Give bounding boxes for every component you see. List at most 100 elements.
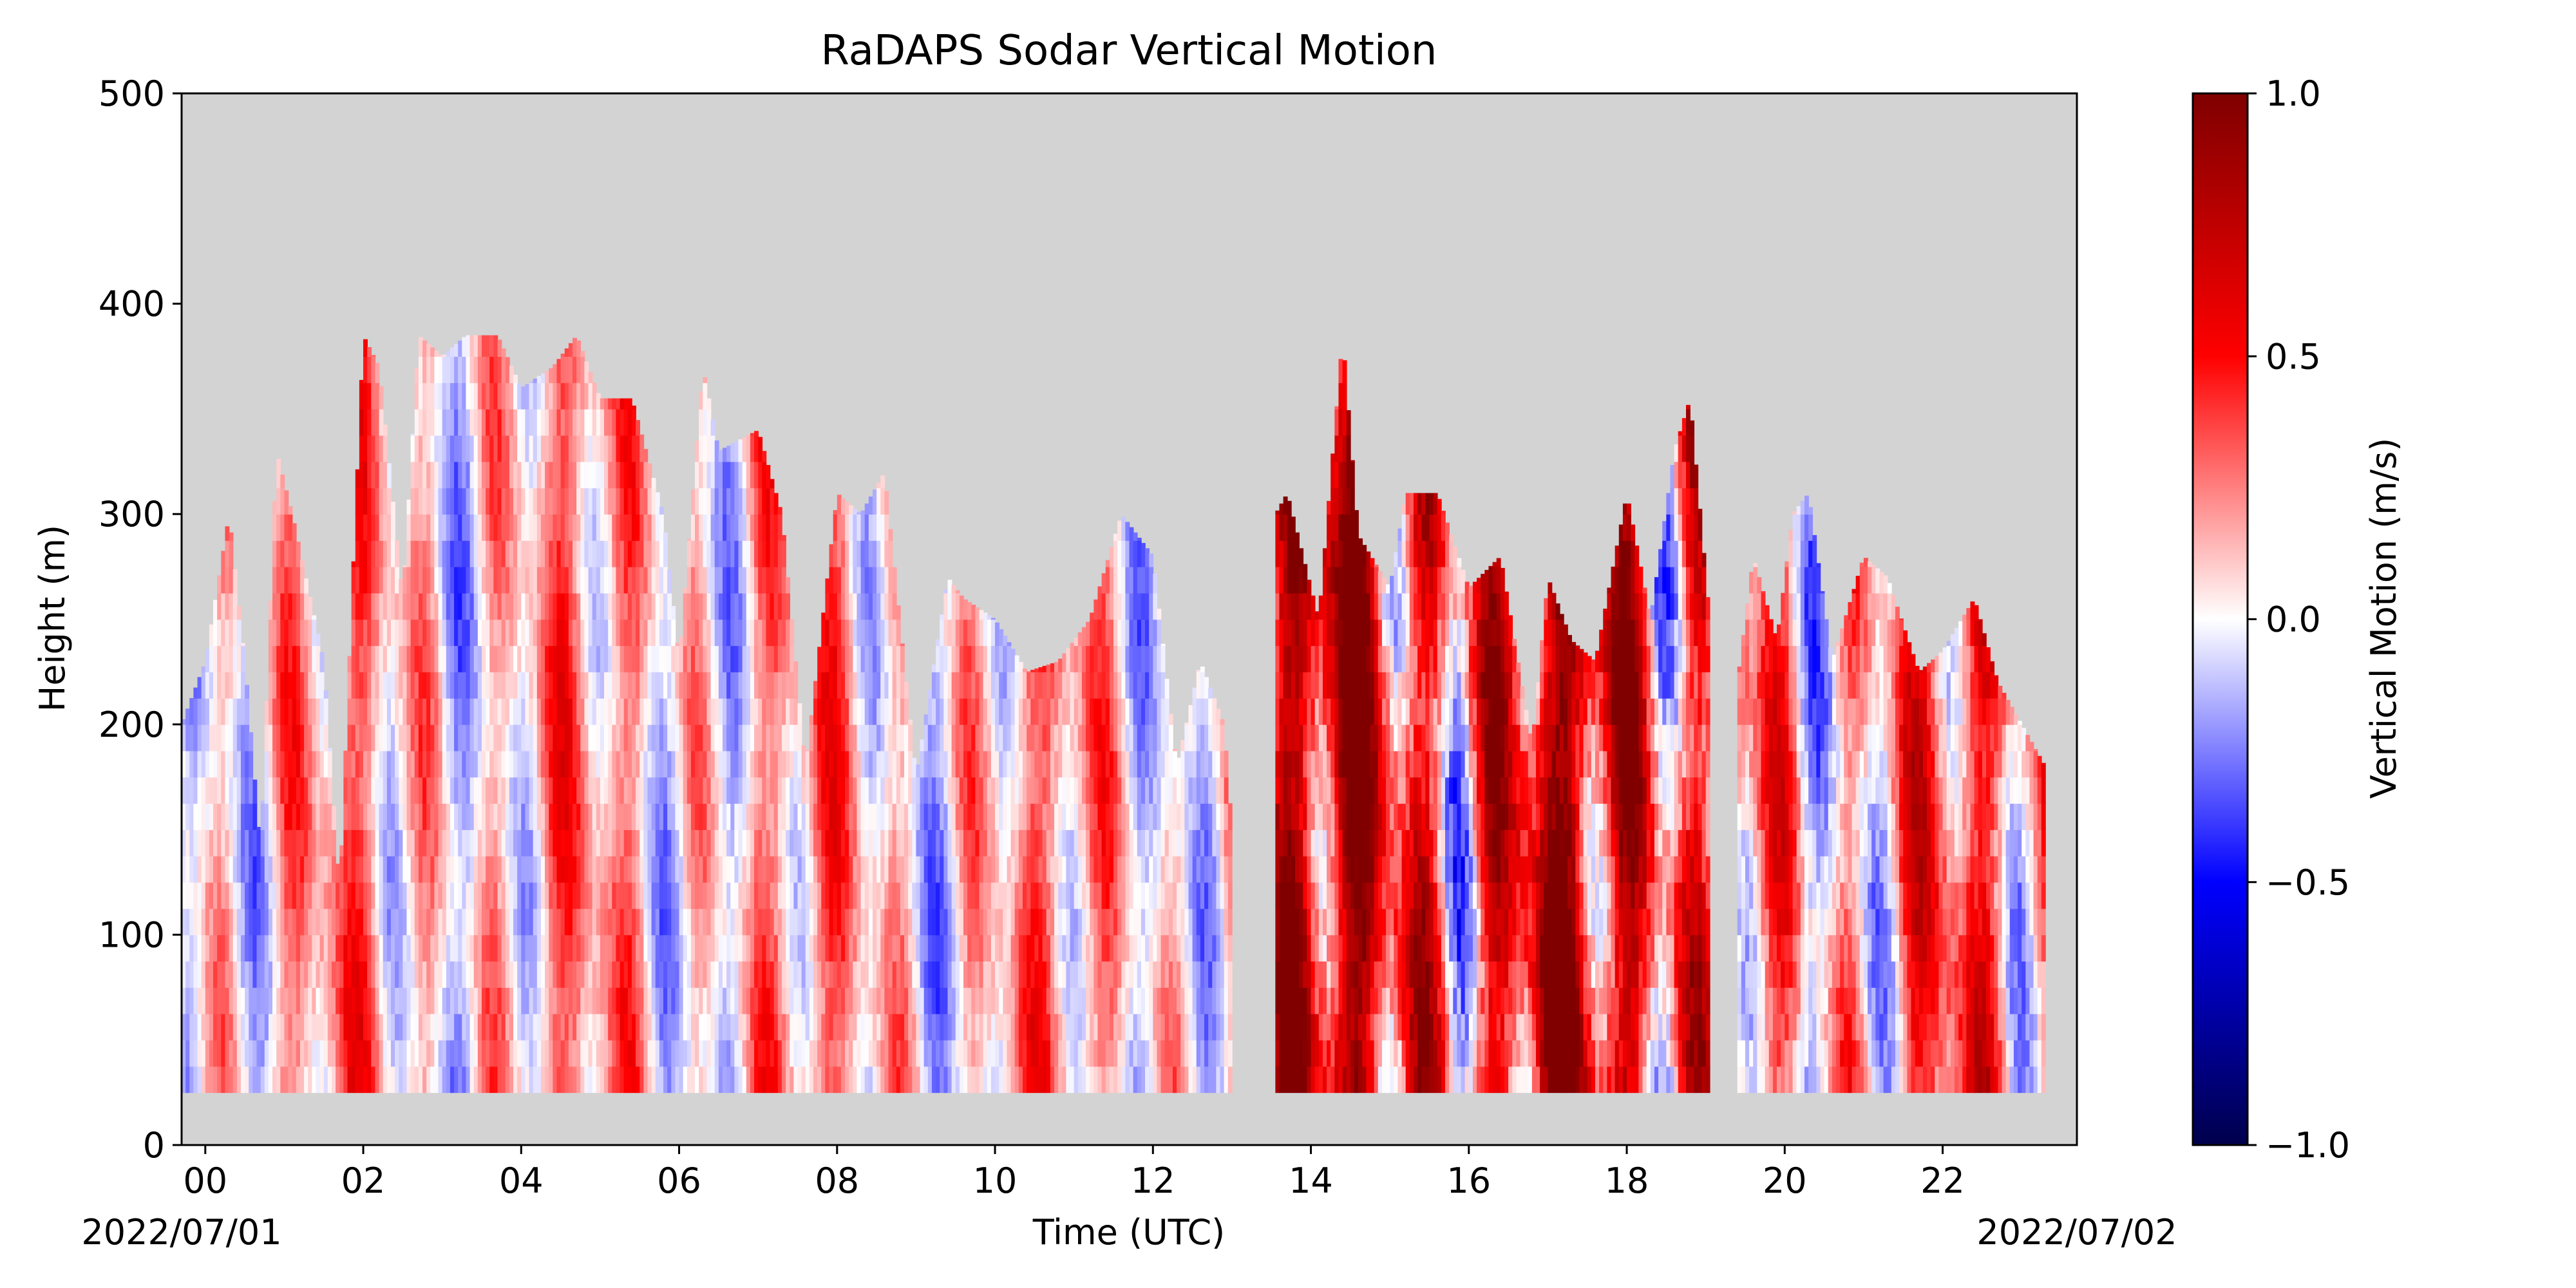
heatmap-cell bbox=[256, 827, 261, 830]
heatmap-cell bbox=[758, 672, 763, 699]
heatmap-cell bbox=[367, 803, 372, 830]
heatmap-cell bbox=[304, 855, 308, 883]
heatmap-cell bbox=[636, 1013, 641, 1041]
heatmap-cell bbox=[916, 1013, 921, 1041]
heatmap-cell bbox=[857, 882, 862, 909]
heatmap-cell bbox=[612, 777, 617, 804]
heatmap-cell bbox=[1058, 1039, 1063, 1067]
heatmap-cell bbox=[446, 461, 451, 489]
heatmap-cell bbox=[438, 1039, 443, 1067]
heatmap-cell bbox=[351, 566, 356, 594]
heatmap-cell bbox=[750, 803, 755, 830]
heatmap-cell bbox=[655, 492, 660, 515]
heatmap-cell bbox=[620, 645, 625, 672]
heatmap-cell bbox=[458, 461, 463, 489]
heatmap-cell bbox=[825, 1039, 830, 1067]
heatmap-cell bbox=[699, 908, 704, 936]
heatmap-cell bbox=[560, 540, 565, 567]
heatmap-cell bbox=[430, 987, 435, 1014]
heatmap-cell bbox=[540, 855, 545, 883]
heatmap-cell bbox=[627, 1013, 632, 1041]
heatmap-cell bbox=[639, 435, 645, 462]
heatmap-cell bbox=[663, 987, 668, 1014]
heatmap-cell bbox=[1058, 1066, 1063, 1094]
heatmap-cell bbox=[497, 1039, 502, 1067]
heatmap-cell bbox=[493, 777, 498, 804]
heatmap-cell bbox=[438, 461, 443, 489]
heatmap-cell bbox=[837, 961, 842, 988]
heatmap-cell bbox=[316, 855, 321, 883]
heatmap-cell bbox=[817, 724, 822, 752]
heatmap-cell bbox=[821, 612, 826, 620]
heatmap-cell bbox=[967, 961, 972, 988]
heatmap-cell bbox=[904, 1066, 909, 1094]
heatmap-cell bbox=[418, 488, 423, 515]
heatmap-cell bbox=[880, 540, 886, 567]
heatmap-cell bbox=[221, 829, 226, 857]
heatmap-cell bbox=[245, 987, 250, 1014]
heatmap-cell bbox=[296, 697, 301, 725]
heatmap-cell bbox=[536, 829, 542, 857]
heatmap-cell bbox=[469, 724, 475, 752]
heatmap-cell bbox=[742, 934, 747, 962]
heatmap-cell bbox=[316, 961, 321, 988]
heatmap-cell bbox=[857, 697, 862, 725]
heatmap-cell bbox=[406, 672, 412, 699]
heatmap-cell bbox=[517, 488, 522, 515]
heatmap-cell bbox=[568, 408, 573, 436]
heatmap-cell bbox=[383, 697, 388, 725]
heatmap-cell bbox=[1038, 987, 1043, 1014]
heatmap-cell bbox=[304, 1066, 308, 1094]
heatmap-cell bbox=[643, 1013, 649, 1041]
heatmap-cell bbox=[703, 1066, 708, 1094]
heatmap-cell bbox=[1050, 882, 1055, 909]
heatmap-cell bbox=[280, 672, 285, 699]
heatmap-cell bbox=[434, 908, 439, 936]
heatmap-cell bbox=[375, 987, 380, 1014]
heatmap-cell bbox=[813, 908, 818, 936]
heatmap-cell bbox=[513, 435, 518, 462]
heatmap-cell bbox=[742, 750, 747, 778]
heatmap-cell bbox=[959, 829, 964, 857]
heatmap-cell bbox=[912, 961, 917, 988]
heatmap-cell bbox=[872, 1066, 877, 1094]
heatmap-cell bbox=[264, 855, 269, 883]
heatmap-cell bbox=[316, 908, 321, 936]
heatmap-cell bbox=[513, 592, 518, 620]
heatmap-cell bbox=[418, 540, 423, 567]
heatmap-cell bbox=[663, 540, 668, 567]
heatmap-cell bbox=[955, 987, 960, 1014]
heatmap-cell bbox=[920, 1066, 925, 1094]
heatmap-cell bbox=[829, 724, 834, 752]
heatmap-cell bbox=[469, 435, 475, 462]
heatmap-cell bbox=[580, 408, 585, 436]
heatmap-cell bbox=[604, 750, 609, 778]
heatmap-cell bbox=[762, 724, 767, 752]
heatmap-cell bbox=[880, 908, 886, 936]
heatmap-cell bbox=[466, 908, 471, 936]
heatmap-cell bbox=[1066, 987, 1071, 1014]
heatmap-cell bbox=[304, 882, 308, 909]
heatmap-cell bbox=[1062, 777, 1067, 804]
heatmap-cell bbox=[434, 934, 439, 962]
heatmap-cell bbox=[422, 961, 427, 988]
heatmap-cell bbox=[426, 461, 431, 489]
heatmap-cell bbox=[947, 645, 952, 672]
heatmap-cell bbox=[849, 592, 854, 620]
heatmap-cell bbox=[773, 645, 779, 672]
heatmap-cell bbox=[801, 803, 806, 830]
heatmap-cell bbox=[351, 672, 356, 699]
heatmap-cell bbox=[458, 697, 463, 725]
heatmap-cell bbox=[588, 488, 593, 515]
heatmap-cell bbox=[359, 461, 364, 489]
heatmap-cell bbox=[936, 639, 940, 647]
heatmap-cell bbox=[604, 461, 609, 489]
heatmap-cell bbox=[699, 750, 704, 778]
heatmap-cell bbox=[888, 697, 893, 725]
heatmap-cell bbox=[967, 750, 972, 778]
heatmap-cell bbox=[236, 1066, 242, 1094]
heatmap-cell bbox=[864, 619, 869, 647]
heatmap-cell bbox=[438, 435, 443, 462]
heatmap-cell bbox=[410, 1066, 415, 1094]
heatmap-cell bbox=[249, 934, 254, 962]
